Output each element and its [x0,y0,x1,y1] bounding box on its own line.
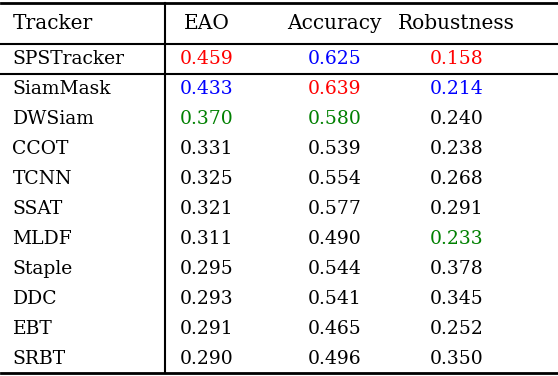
Text: 0.370: 0.370 [180,110,234,128]
Text: Staple: Staple [12,260,73,278]
Text: Tracker: Tracker [12,14,93,33]
Text: EBT: EBT [12,320,52,338]
Text: 0.378: 0.378 [430,260,484,278]
Text: 0.290: 0.290 [180,350,234,367]
Text: 0.541: 0.541 [307,290,362,308]
Text: 0.238: 0.238 [430,140,484,158]
Text: 0.625: 0.625 [307,50,362,68]
Text: Accuracy: Accuracy [287,14,382,33]
Text: 0.459: 0.459 [180,50,234,68]
Text: CCOT: CCOT [12,140,69,158]
Text: 0.465: 0.465 [307,320,362,338]
Text: 0.580: 0.580 [307,110,362,128]
Text: 0.577: 0.577 [307,200,362,218]
Text: DWSiam: DWSiam [12,110,94,128]
Text: 0.291: 0.291 [180,320,234,338]
Text: 0.311: 0.311 [180,230,234,248]
Text: 0.490: 0.490 [307,230,362,248]
Text: 0.233: 0.233 [430,230,483,248]
Text: SiamMask: SiamMask [12,80,111,98]
Text: 0.321: 0.321 [180,200,234,218]
Text: SRBT: SRBT [12,350,66,367]
Text: 0.268: 0.268 [430,170,484,188]
Text: 0.345: 0.345 [430,290,484,308]
Text: SPSTracker: SPSTracker [12,50,124,68]
Text: 0.331: 0.331 [180,140,234,158]
Text: SSAT: SSAT [12,200,62,218]
Text: TCNN: TCNN [12,170,72,188]
Text: 0.554: 0.554 [307,170,362,188]
Text: MLDF: MLDF [12,230,72,248]
Text: 0.539: 0.539 [307,140,362,158]
Text: 0.252: 0.252 [430,320,484,338]
Text: 0.496: 0.496 [307,350,362,367]
Text: 0.293: 0.293 [180,290,234,308]
Text: 0.240: 0.240 [430,110,484,128]
Text: 0.291: 0.291 [430,200,483,218]
Text: 0.158: 0.158 [430,50,484,68]
Text: 0.544: 0.544 [307,260,362,278]
Text: DDC: DDC [12,290,57,308]
Text: 0.433: 0.433 [180,80,234,98]
Text: 0.639: 0.639 [308,80,361,98]
Text: 0.325: 0.325 [180,170,234,188]
Text: 0.295: 0.295 [180,260,234,278]
Text: Robustness: Robustness [398,14,515,33]
Text: EAO: EAO [184,14,230,33]
Text: 0.350: 0.350 [430,350,484,367]
Text: 0.214: 0.214 [430,80,484,98]
